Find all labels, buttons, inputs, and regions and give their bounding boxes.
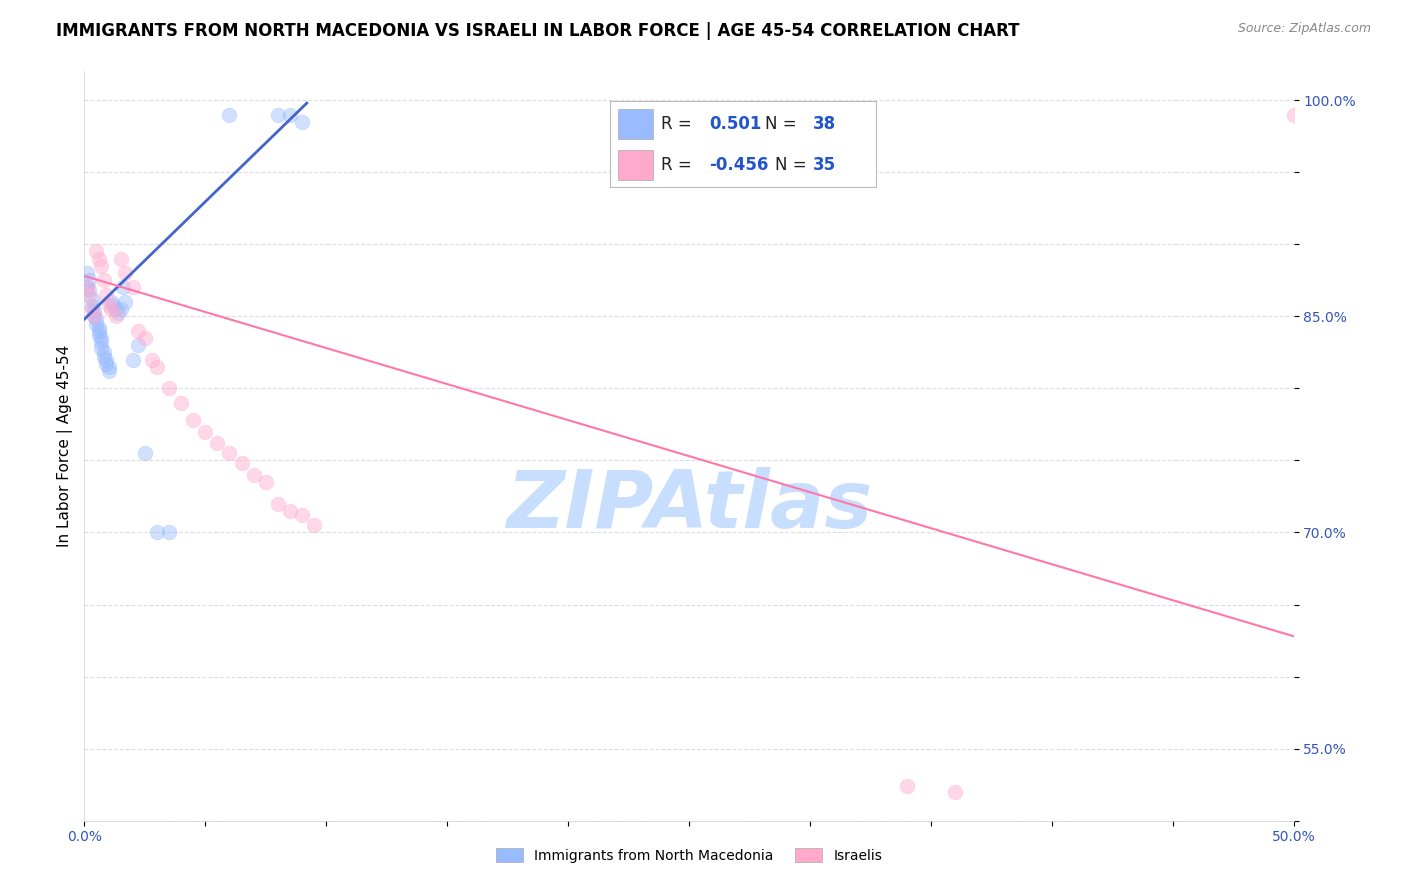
Point: [93, 273, 115, 287]
Point: [267, 497, 290, 511]
Point: [76, 280, 98, 294]
Point: [87, 324, 110, 338]
Point: [278, 504, 301, 518]
Point: [90, 341, 112, 355]
Point: [93, 350, 115, 364]
Point: [83, 303, 105, 318]
Point: [218, 107, 240, 121]
Point: [76, 266, 98, 280]
Point: [97, 364, 120, 378]
Point: [90, 259, 112, 273]
Point: [80, 299, 103, 313]
Point: [97, 298, 120, 312]
Point: [107, 306, 129, 320]
Point: [86, 317, 108, 331]
Point: [181, 413, 204, 427]
Legend: Immigrants from North Macedonia, Israelis: Immigrants from North Macedonia, Israeli…: [488, 841, 890, 870]
Point: [242, 467, 264, 482]
Point: [134, 331, 156, 345]
Point: [157, 525, 180, 540]
Point: [141, 352, 163, 367]
Point: [110, 302, 132, 317]
Point: [86, 312, 108, 326]
Point: [207, 436, 229, 450]
Point: [94, 357, 117, 371]
Point: [291, 115, 314, 129]
Point: [90, 335, 112, 350]
Point: [157, 381, 180, 395]
Point: [83, 310, 105, 324]
Point: [94, 352, 117, 367]
Point: [170, 396, 193, 410]
Point: [104, 302, 127, 317]
Point: [146, 525, 169, 540]
Point: [93, 345, 115, 359]
Point: [100, 294, 122, 309]
Point: [218, 446, 240, 460]
Y-axis label: In Labor Force | Age 45-54: In Labor Force | Age 45-54: [58, 345, 73, 547]
Point: [80, 292, 103, 306]
Text: Source: ZipAtlas.com: Source: ZipAtlas.com: [1237, 22, 1371, 36]
Point: [103, 298, 125, 312]
Point: [943, 785, 966, 799]
Point: [87, 252, 110, 266]
Point: [77, 287, 100, 301]
Point: [896, 779, 918, 793]
Point: [114, 294, 136, 309]
Point: [87, 321, 110, 335]
Point: [87, 328, 110, 343]
Point: [194, 425, 217, 439]
Point: [86, 244, 108, 259]
Point: [97, 359, 120, 374]
Point: [77, 284, 100, 298]
Point: [104, 310, 127, 324]
Point: [254, 475, 277, 489]
Point: [83, 310, 105, 324]
Point: [134, 446, 156, 460]
Point: [110, 252, 132, 266]
Point: [278, 107, 301, 121]
Point: [100, 302, 122, 317]
Point: [291, 508, 314, 523]
Text: ZIPAtlas: ZIPAtlas: [506, 467, 872, 545]
Point: [114, 266, 136, 280]
Point: [231, 456, 253, 470]
Point: [1282, 107, 1305, 121]
Point: [112, 280, 135, 294]
Point: [80, 302, 103, 317]
Point: [77, 273, 100, 287]
Point: [127, 338, 149, 352]
Point: [76, 280, 98, 294]
Point: [146, 359, 169, 374]
Text: IMMIGRANTS FROM NORTH MACEDONIA VS ISRAELI IN LABOR FORCE | AGE 45-54 CORRELATIO: IMMIGRANTS FROM NORTH MACEDONIA VS ISRAE…: [56, 22, 1019, 40]
Point: [121, 280, 143, 294]
Point: [127, 324, 149, 338]
Point: [94, 287, 117, 301]
Point: [267, 107, 290, 121]
Point: [302, 518, 325, 533]
Point: [90, 331, 112, 345]
Point: [121, 352, 143, 367]
